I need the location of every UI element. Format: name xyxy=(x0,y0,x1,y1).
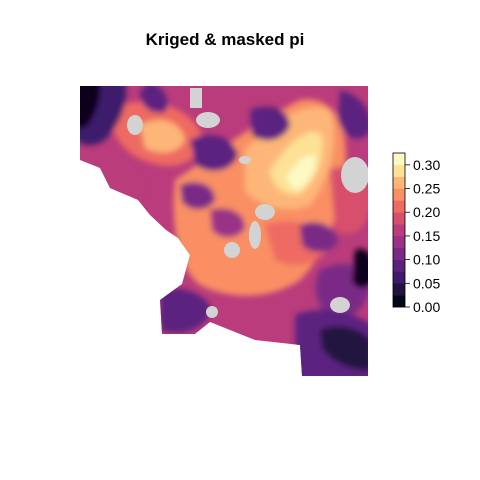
legend-swatch-7 xyxy=(393,212,405,225)
legend-swatch-6 xyxy=(393,224,405,237)
legend-swatch-3 xyxy=(393,259,405,272)
legend-swatch-10 xyxy=(393,176,405,189)
legend-tick-label-3: 0.15 xyxy=(413,228,440,244)
legend-tick-label-6: 0.00 xyxy=(413,299,440,315)
kriged-surface xyxy=(80,86,368,376)
legend: 0.30 0.25 0.20 0.15 0.10 0.05 0.00 xyxy=(392,152,440,315)
mask-holes xyxy=(127,88,368,318)
legend-swatch-2 xyxy=(393,271,405,284)
legend-tick-label-5: 0.05 xyxy=(413,275,440,291)
legend-tick-label-1: 0.25 xyxy=(413,181,440,197)
legend-frame xyxy=(392,152,406,308)
legend-tick-label-2: 0.20 xyxy=(413,204,440,220)
legend-swatch-0 xyxy=(393,295,405,308)
legend-swatch-4 xyxy=(393,247,405,260)
legend-swatch-9 xyxy=(393,188,405,201)
legend-swatch-5 xyxy=(393,235,405,249)
legend-swatch-8 xyxy=(393,200,405,213)
legend-tick-label-0: 0.30 xyxy=(413,157,440,173)
legend-swatch-11 xyxy=(393,164,405,177)
map-title: Kriged & masked pi xyxy=(145,30,305,49)
legend-swatch-12 xyxy=(393,153,405,166)
legend-tick-label-4: 0.10 xyxy=(413,252,440,268)
legend-swatch-1 xyxy=(393,283,405,296)
